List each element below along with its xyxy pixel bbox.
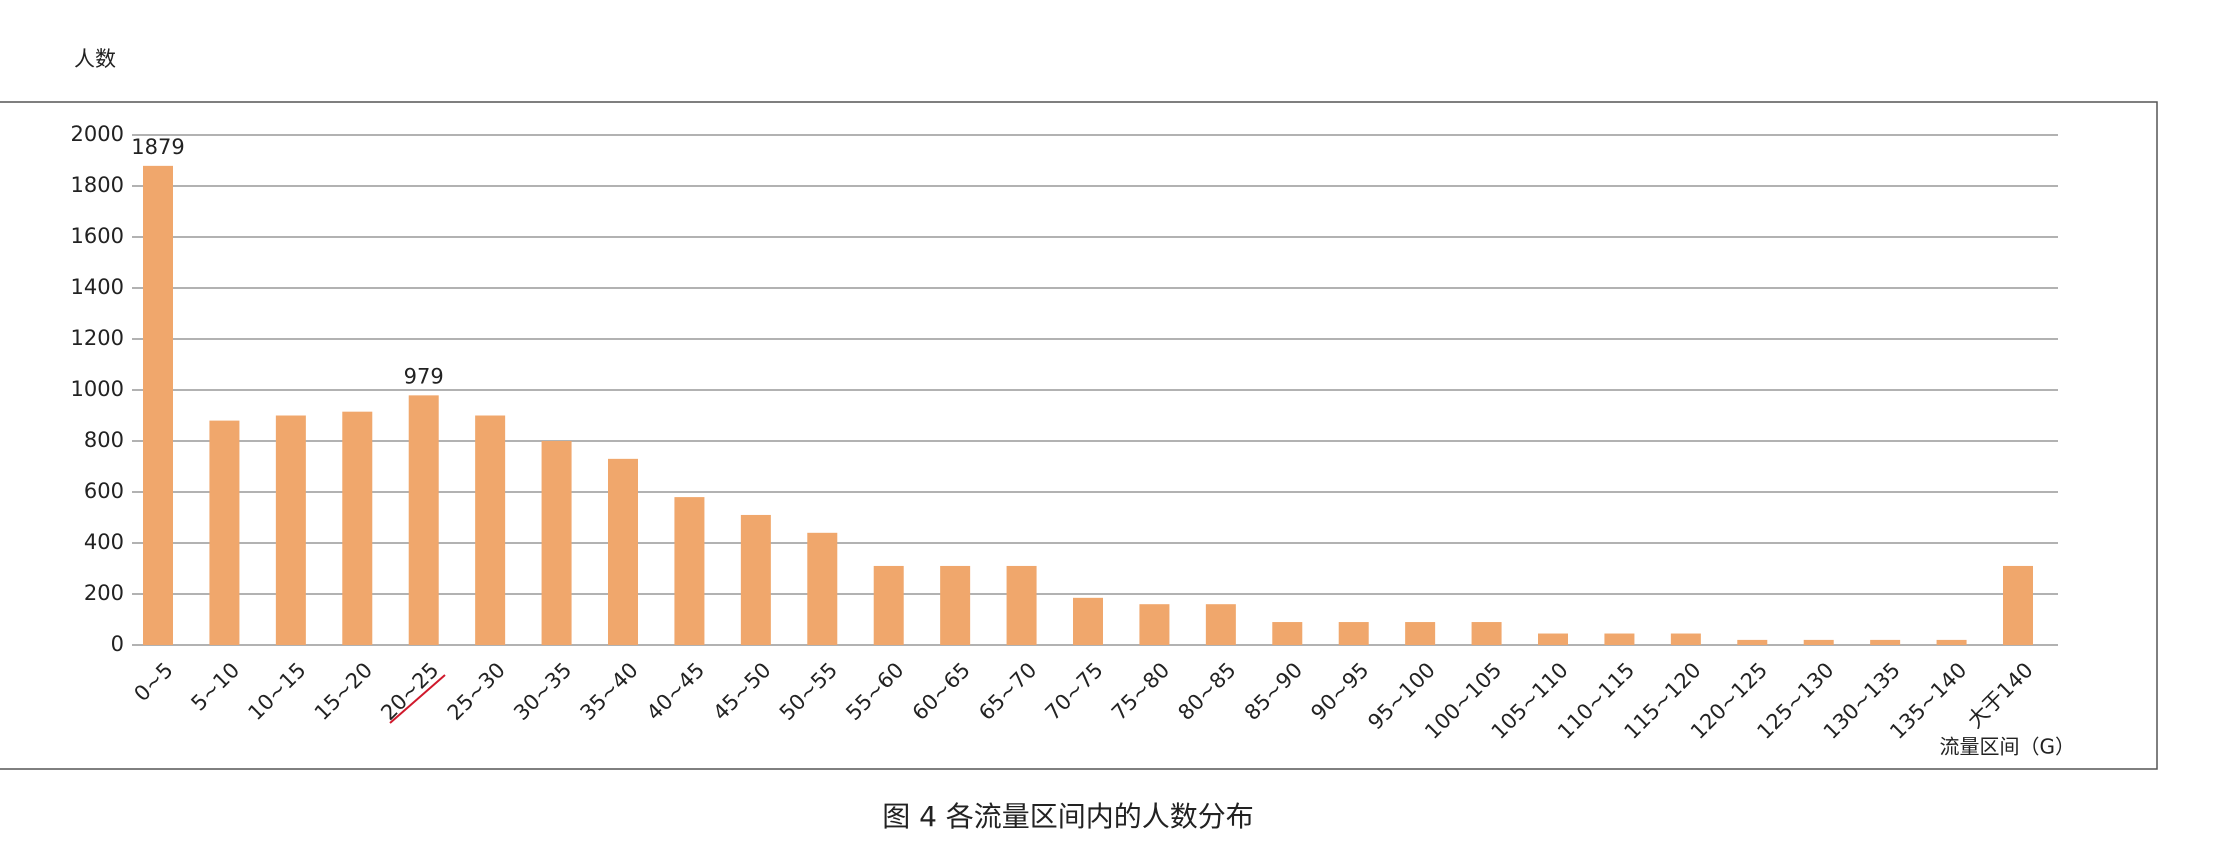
x-tick-label: 35~40 [576, 658, 643, 725]
x-tick-label: 30~35 [509, 658, 576, 725]
y-tick-label: 1000 [71, 377, 124, 401]
x-tick-label: 0~5 [129, 658, 177, 706]
bar [1936, 639, 1967, 645]
bar [1670, 633, 1701, 645]
y-tick-label: 400 [84, 530, 124, 554]
x-tick-label: 65~70 [974, 658, 1041, 725]
bar [143, 165, 173, 646]
y-tick-label: 2000 [71, 122, 124, 146]
bar [1405, 622, 1436, 645]
bar [1471, 622, 1502, 645]
bar [275, 415, 306, 645]
bar [1139, 604, 1170, 645]
x-tick-label: 55~60 [841, 658, 908, 725]
bar [1338, 622, 1369, 645]
y-tick-label: 1600 [71, 224, 124, 248]
x-tick-label: 10~15 [243, 658, 310, 725]
data-label: 979 [404, 364, 444, 388]
x-tick-label: 80~85 [1173, 658, 1240, 725]
bar [1538, 633, 1568, 645]
x-tick-label: 20~25 [376, 658, 443, 725]
x-tick-label: 45~50 [708, 658, 775, 725]
data-label: 1879 [131, 135, 184, 159]
bar [2003, 565, 2033, 645]
bar [541, 441, 572, 645]
bar [1803, 639, 1834, 645]
y-tick-label: 800 [84, 428, 124, 452]
y-axis-label: 人数 [74, 47, 116, 71]
chart-title: 图 4 各流量区间内的人数分布 [882, 800, 1254, 833]
bar [1272, 622, 1303, 645]
x-tick-label: 40~45 [642, 658, 709, 725]
x-tick-label: 90~95 [1306, 658, 1373, 725]
x-axis-label: 流量区间（G） [1940, 735, 2076, 759]
bar [1205, 604, 1236, 645]
y-tick-label: 1400 [71, 275, 124, 299]
x-tick-label: 85~90 [1240, 658, 1307, 725]
bar [740, 514, 771, 645]
bar [940, 565, 971, 645]
bar [408, 395, 439, 645]
x-tick-label: 75~80 [1107, 658, 1174, 725]
bar [1870, 639, 1901, 645]
y-tick-label: 1800 [71, 173, 124, 197]
bar [1006, 565, 1037, 645]
bar [807, 532, 838, 645]
y-tick-label: 200 [84, 581, 124, 605]
x-tick-label: 15~20 [310, 658, 377, 725]
y-tick-label: 600 [84, 479, 124, 503]
x-tick-label: 70~75 [1041, 658, 1108, 725]
bar [1604, 633, 1635, 645]
x-tick-label: 5~10 [186, 658, 244, 716]
x-tick-label: 50~55 [775, 658, 842, 725]
bar [475, 415, 506, 645]
annotation-stroke [389, 674, 446, 724]
bar [1737, 639, 1768, 645]
bar [209, 420, 240, 645]
y-tick-label: 1200 [71, 326, 124, 350]
bar [1073, 597, 1103, 645]
bar [608, 458, 638, 645]
x-tick-label: 大于140 [1963, 658, 2038, 733]
y-tick-label: 0 [111, 632, 124, 656]
bar [873, 565, 904, 645]
frame [0, 101, 2158, 770]
bar [342, 411, 373, 645]
bar [674, 497, 705, 645]
x-tick-label: 25~30 [443, 658, 510, 725]
x-tick-label: 60~65 [908, 658, 975, 725]
